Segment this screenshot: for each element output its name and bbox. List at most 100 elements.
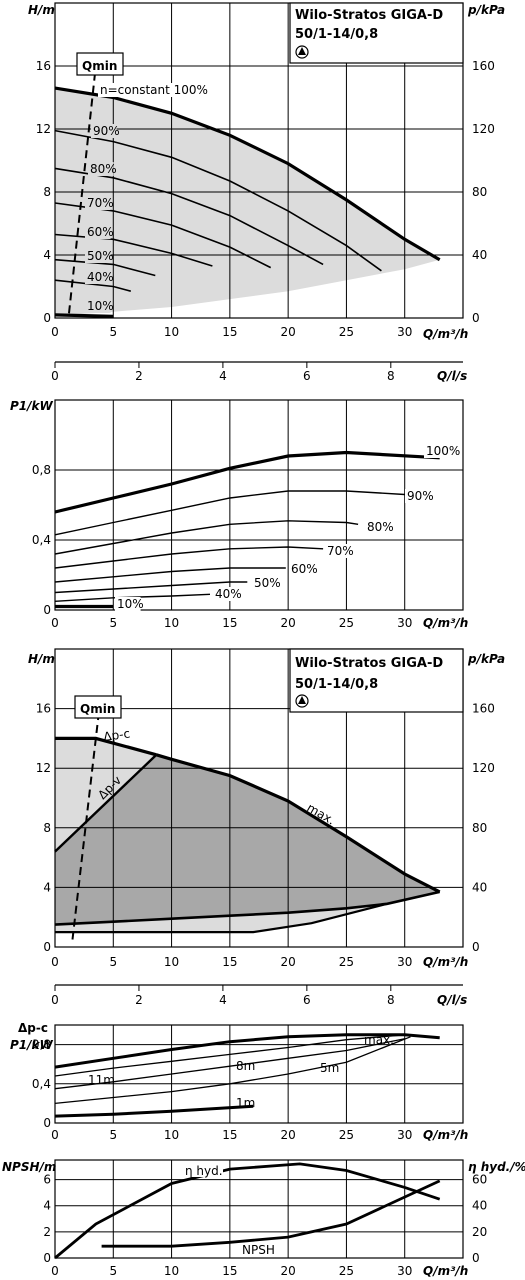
power-curve-80	[54, 520, 359, 555]
y-axis-label: H/m	[28, 652, 55, 666]
y-tick-label: 6	[43, 1173, 51, 1187]
x-tick-label: 0	[51, 616, 59, 630]
x-tick-label: 5	[109, 955, 117, 969]
y-right-tick-label: 120	[472, 761, 495, 775]
x-axis-label: Q/m³/h	[423, 616, 468, 630]
power-curve-90	[54, 490, 405, 536]
y-tick-label: 4	[43, 880, 51, 894]
y-right-tick-label: 60	[472, 1173, 487, 1187]
curve-label-bg	[252, 576, 278, 590]
x-tick-label: 0	[51, 955, 59, 969]
curve-label: 80%	[90, 162, 117, 176]
dpc-power-label: max.	[364, 1033, 394, 1047]
y-tick-label: 0	[43, 1116, 51, 1130]
y-right-tick-label: 40	[472, 1199, 487, 1213]
qmin-box	[74, 695, 122, 719]
curve-label-bg	[88, 162, 114, 176]
c1-frame	[54, 2, 464, 319]
power-curve-70	[54, 546, 324, 569]
y-right-tick-label: 80	[472, 821, 487, 835]
c2-grid	[55, 400, 463, 610]
power-curve-label: 90%	[407, 489, 434, 503]
x-tick-label: 15	[222, 955, 237, 969]
qmin-line	[67, 65, 97, 314]
npsh-curve	[101, 1179, 441, 1248]
y-tick-label: 4	[43, 1199, 51, 1213]
power-curve-label: 100%	[426, 444, 460, 458]
y-tick-label: 0,8	[32, 463, 51, 477]
chart-title: Wilo-Stratos GIGA-D	[295, 8, 443, 23]
title-box	[289, 648, 464, 713]
x-tick-label: 10	[164, 1128, 179, 1142]
x-tick-label: 20	[281, 955, 296, 969]
x-tick-label: 30	[397, 1128, 412, 1142]
power-curve-label: 10%	[117, 597, 144, 611]
y-right-tick-label: 40	[472, 880, 487, 894]
dpc-power-label: 5m	[320, 1061, 339, 1075]
x-tick-label: 15	[222, 325, 237, 339]
y-tick-label: 2	[43, 1225, 51, 1239]
ls-tick-label: 2	[135, 369, 143, 383]
curve-label-bg	[115, 597, 141, 611]
ls-tick-label: 2	[135, 993, 143, 1007]
speed-curve-nconstant100	[54, 86, 441, 262]
curve-label-bg	[85, 249, 111, 263]
curve-label-bg	[85, 225, 111, 239]
chart-title: Wilo-Stratos GIGA-D	[295, 656, 443, 671]
y-axis-label: Δp-c	[18, 1021, 48, 1035]
curve-label: 70%	[87, 196, 114, 210]
c5-grid	[55, 1160, 463, 1258]
title-box	[289, 2, 464, 64]
c3-frame	[54, 648, 464, 948]
x-axis-label: Q/m³/h	[423, 1128, 468, 1142]
dpc-power-label: 8m	[236, 1059, 255, 1073]
y-right-tick-label: 160	[472, 59, 495, 73]
dpc-area	[55, 738, 157, 852]
x-tick-label: 5	[109, 325, 117, 339]
x-tick-label: 30	[397, 955, 412, 969]
qmin-label: Qmin	[82, 59, 117, 73]
curve-label-bg	[405, 489, 431, 503]
y-tick-label: 0	[43, 1251, 51, 1265]
pump-symbol-triangle	[298, 47, 306, 55]
curve-label-bg	[85, 270, 111, 284]
power-curve-label: 40%	[215, 587, 242, 601]
qmin-label: Qmin	[80, 702, 115, 716]
pump-symbol-triangle	[298, 696, 306, 704]
y-right-tick-label: 120	[472, 122, 495, 136]
y-axis-right-label: p/kPa	[467, 3, 505, 17]
y-right-tick-label: 0	[472, 940, 480, 954]
dpc-power-curve-1m	[54, 1104, 254, 1118]
dpc-power-curve-11m	[54, 1034, 405, 1077]
curve-label-bg	[289, 562, 315, 576]
x-tick-label: 5	[109, 1128, 117, 1142]
y-right-tick-label: 80	[472, 185, 487, 199]
dpv-area	[55, 754, 440, 925]
y-tick-label: 0	[43, 940, 51, 954]
power-curve-label: 70%	[327, 544, 354, 558]
x-tick-label: 30	[397, 1264, 412, 1278]
ls-tick-label: 8	[387, 369, 395, 383]
ls-tick-label: 8	[387, 993, 395, 1007]
x-tick-label: 0	[51, 1128, 59, 1142]
curve-label: 40%	[87, 270, 114, 284]
y-tick-label: 0	[43, 603, 51, 617]
y-axis-right-label: p/kPa	[467, 652, 505, 666]
dpc-power-label: 1m	[236, 1096, 255, 1110]
curve-label-bg	[85, 196, 111, 210]
dpc-label: Δp-c	[102, 726, 130, 744]
operating-range-area	[55, 88, 440, 315]
x-tick-label: 30	[397, 616, 412, 630]
y-tick-label: 0	[43, 311, 51, 325]
curve-label-bg	[91, 124, 117, 138]
npsh-label: NPSH	[242, 1243, 275, 1257]
curve-label: 50%	[87, 249, 114, 263]
x-axis-label: Q/m³/h	[423, 327, 468, 341]
x-tick-label: 0	[51, 1264, 59, 1278]
y-tick-label: 12	[36, 761, 51, 775]
y-axis-right-label: η hyd./%	[468, 1160, 525, 1174]
y-tick-label: 16	[36, 59, 51, 73]
power-curve-label: 50%	[254, 576, 281, 590]
dpc-power-curve-max	[54, 1033, 440, 1069]
ls-tick-label: 0	[51, 369, 59, 383]
